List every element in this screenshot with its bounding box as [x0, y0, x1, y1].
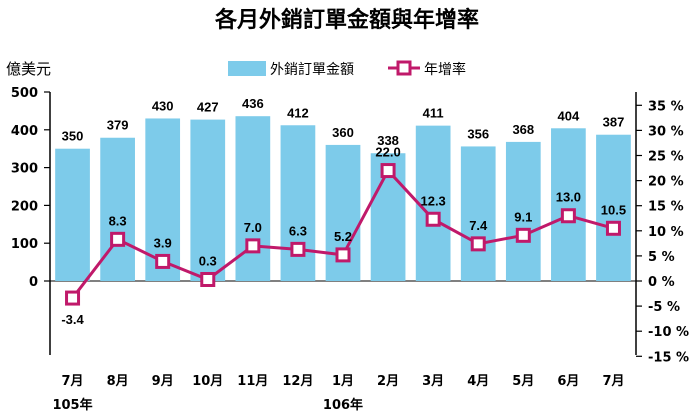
line-value-label: 3.9 [154, 235, 172, 250]
line-point [515, 227, 531, 243]
bar-value-label: 387 [603, 115, 625, 130]
bar [551, 128, 586, 281]
legend: 外銷訂單金額 年增率 [228, 60, 466, 78]
axes: 500 400 300 200 100 0 35 % 30 % 25 % 20 % 15 % 10 %… [11, 86, 689, 413]
line-value-label: 7.4 [469, 218, 488, 233]
left-tick-label: 200 [11, 199, 38, 214]
bar-value-label: 430 [152, 98, 174, 113]
line-point [155, 253, 171, 269]
legend-line-marker [396, 60, 412, 76]
line-value-label: 8.3 [109, 213, 127, 228]
bar-value-label: 356 [467, 126, 489, 141]
line-point [560, 208, 576, 224]
x-tick-label: 3月 [422, 374, 444, 389]
line-value-label: 10.5 [601, 202, 626, 217]
bar-value-label: 436 [242, 96, 264, 111]
bar-value-label: 360 [332, 125, 354, 140]
bar-series [55, 116, 631, 282]
left-tick-label: 100 [11, 237, 38, 252]
x-tick-label: 4月 [467, 374, 489, 389]
legend-line-label: 年增率 [424, 61, 466, 78]
line-value-label: 13.0 [556, 190, 581, 205]
line-point [470, 236, 486, 252]
legend-bar-swatch [228, 61, 266, 76]
right-tick-label: 10 % [648, 225, 684, 240]
legend-bar-label: 外銷訂單金額 [270, 62, 354, 78]
x-tick-label: 10月 [192, 374, 223, 389]
x-tick-label: 7月 [602, 374, 624, 389]
right-tick-label: 5 % [648, 250, 675, 265]
x-tick-label: 12月 [282, 374, 313, 389]
line-value-label: 12.3 [420, 193, 445, 208]
bar [596, 134, 631, 281]
line-point [200, 271, 216, 287]
left-tick-label: 300 [11, 162, 38, 177]
bar [460, 146, 496, 281]
left-tick-label: 0 [29, 275, 38, 290]
bar [190, 119, 226, 282]
right-tick-label: -10 % [648, 325, 689, 340]
line-point [380, 163, 396, 179]
right-tick-label: 20 % [648, 175, 684, 190]
line-point [245, 238, 261, 254]
bar-value-label: 404 [558, 108, 580, 123]
right-tick-label: 15 % [648, 200, 684, 215]
bar [505, 141, 541, 281]
x-tick-label: 7月 [62, 374, 84, 389]
bar [100, 137, 135, 281]
x-tick-label: 8月 [107, 374, 129, 389]
y-axis-label: 億美元 [6, 60, 51, 78]
line-value-label: -3.4 [61, 312, 84, 327]
data-labels: 350 379 430 427 436 412 360 338 411 356 368 404 387 -… [61, 96, 626, 327]
year-label: 106年 [323, 397, 363, 413]
bar [415, 125, 451, 281]
right-tick-label: -15 % [648, 350, 689, 365]
line-value-label: 6.3 [289, 223, 307, 238]
bar-value-label: 350 [62, 129, 84, 144]
bar-value-label: 338 [377, 133, 399, 148]
line-point [110, 231, 126, 247]
line-point [605, 220, 621, 236]
bar-value-label: 368 [512, 122, 534, 137]
bar [280, 125, 316, 281]
right-tick-label: 35 % [648, 99, 684, 114]
right-tick-label: -5 % [648, 300, 680, 315]
bar [145, 118, 181, 282]
x-tick-label: 5月 [512, 374, 534, 389]
line-point [335, 247, 351, 263]
x-tick-label: 2月 [377, 374, 399, 389]
x-tick-label: 6月 [557, 374, 579, 389]
bar [55, 148, 90, 281]
x-tick-label: 11月 [237, 374, 268, 389]
left-tick-label: 400 [11, 124, 38, 139]
right-tick-label: 25 % [648, 150, 684, 165]
line-value-label: 7.0 [244, 220, 262, 235]
bar-value-label: 379 [107, 118, 129, 133]
bar-value-label: 427 [197, 100, 219, 115]
line-point [65, 290, 81, 306]
right-tick-label: 30 % [648, 124, 684, 139]
line-value-label: 9.1 [514, 209, 532, 224]
line-value-label: 22.0 [375, 145, 400, 160]
year-label: 105年 [52, 397, 92, 413]
bar-value-label: 411 [423, 106, 444, 121]
line-point [290, 241, 306, 257]
line-point [425, 211, 441, 227]
right-tick-label: 0 % [648, 275, 675, 290]
line-value-label: 0.3 [199, 253, 217, 268]
left-tick-label: 500 [11, 86, 38, 101]
x-tick-label: 9月 [152, 374, 174, 389]
line-series [65, 163, 621, 306]
x-tick-label: 1月 [332, 374, 354, 389]
bar-value-label: 412 [287, 105, 309, 120]
line-value-label: 5.2 [334, 229, 352, 244]
chart-title: 各月外銷訂單金額與年增率 [214, 7, 479, 33]
